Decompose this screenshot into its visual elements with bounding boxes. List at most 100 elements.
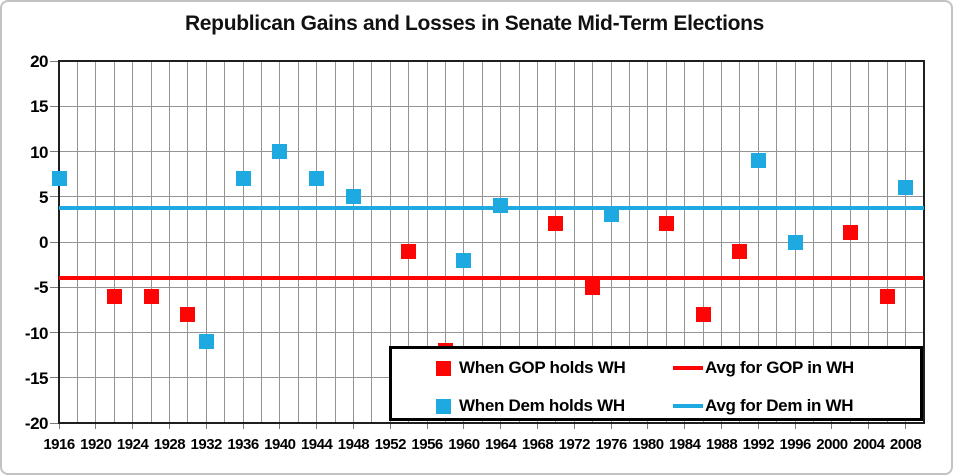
y-tick-label: 10 <box>30 142 48 162</box>
data-point-dem <box>603 207 619 223</box>
x-axis-tick <box>647 423 649 429</box>
x-tick-label: 1924 <box>116 436 149 453</box>
y-axis-tick <box>50 151 59 152</box>
legend-dem-avg-label: Avg for Dem in WH <box>705 396 854 415</box>
x-tick-label: 1928 <box>153 436 186 453</box>
h-gridline <box>59 332 924 333</box>
y-tick-label: 15 <box>30 97 48 117</box>
y-tick-label: -5 <box>33 278 49 298</box>
data-point-gop <box>585 279 601 295</box>
x-axis-tick <box>389 423 391 429</box>
x-tick-label: 1944 <box>300 436 333 453</box>
y-tick-label: -15 <box>24 368 49 388</box>
x-axis-tick <box>905 423 907 429</box>
data-point-gop <box>143 288 159 304</box>
data-point-gop <box>106 288 122 304</box>
data-point-gop <box>180 306 196 322</box>
x-tick-label: 1960 <box>448 436 480 453</box>
h-gridline <box>59 241 924 243</box>
legend-gop-points-label: When GOP holds WH <box>459 358 626 377</box>
x-tick-label: 1916 <box>43 436 75 453</box>
chart-title: Republican Gains and Losses in Senate Mi… <box>184 12 765 35</box>
x-tick-label: 1972 <box>558 436 591 453</box>
x-tick-label: 1984 <box>669 436 701 453</box>
x-tick-label: 2004 <box>853 436 885 453</box>
h-gridline <box>59 196 924 198</box>
data-point-gop <box>842 225 858 241</box>
y-tick-label: 0 <box>39 233 48 252</box>
x-axis-tick <box>684 423 686 429</box>
x-axis-tick <box>205 423 207 429</box>
legend-dem-avg-line-swatch <box>673 404 703 408</box>
data-point-dem <box>51 171 67 187</box>
y-axis-tick <box>50 60 59 62</box>
x-axis-tick <box>721 423 723 429</box>
data-point-gop <box>401 243 417 259</box>
data-point-dem <box>750 153 766 169</box>
avg-line-gop <box>59 276 924 281</box>
x-tick-label: 2000 <box>816 436 848 453</box>
data-point-dem <box>272 144 288 159</box>
x-tick-label: 1996 <box>779 436 811 453</box>
data-point-dem <box>235 171 251 187</box>
x-tick-label: 1948 <box>337 436 370 453</box>
legend-gop-marker-swatch <box>436 361 451 376</box>
x-axis-tick <box>757 423 759 429</box>
data-point-dem <box>345 189 361 205</box>
data-point-dem <box>456 252 472 268</box>
h-gridline <box>59 105 924 107</box>
x-tick-label: 1932 <box>190 436 223 453</box>
x-axis-tick <box>95 423 97 429</box>
x-axis-tick <box>426 423 428 429</box>
y-axis-tick <box>50 241 59 243</box>
x-tick-label: 1952 <box>374 436 407 453</box>
x-axis-tick <box>463 423 465 429</box>
x-axis-tick <box>132 423 134 429</box>
data-point-dem <box>493 198 509 214</box>
y-tick-label: 5 <box>39 187 48 207</box>
x-tick-label: 1992 <box>742 436 775 453</box>
data-point-gop <box>879 288 895 304</box>
x-axis-tick <box>168 423 170 429</box>
data-point-gop <box>658 216 674 232</box>
data-point-dem <box>198 334 214 350</box>
y-axis-tick <box>50 422 59 424</box>
h-gridline <box>59 286 924 288</box>
legend-dem-points-label: When Dem holds WH <box>459 396 625 415</box>
x-axis-tick <box>831 423 833 429</box>
x-axis-tick <box>500 423 502 429</box>
data-point-dem <box>898 180 914 196</box>
plot-border <box>58 60 925 424</box>
x-tick-label: 1964 <box>485 436 517 453</box>
x-tick-label: 1968 <box>521 436 554 453</box>
x-tick-label: 1956 <box>411 436 443 453</box>
x-axis-tick <box>352 423 354 429</box>
x-tick-label: 1988 <box>705 436 738 453</box>
data-point-dem <box>787 234 803 250</box>
y-axis-tick <box>50 286 59 288</box>
x-axis-tick <box>58 423 60 429</box>
x-axis-tick <box>573 423 575 429</box>
data-point-gop <box>548 216 564 232</box>
legend-gop-avg-label: Avg for GOP in WH <box>705 358 854 377</box>
y-tick-label: -10 <box>24 323 49 343</box>
x-tick-label: 1976 <box>595 436 627 453</box>
x-axis-tick <box>279 423 281 429</box>
legend-gop-avg-line-swatch <box>673 366 703 370</box>
x-tick-label: 2008 <box>889 436 922 453</box>
data-point-dem <box>309 171 325 187</box>
x-axis-tick <box>537 423 538 429</box>
y-axis-tick <box>50 196 59 198</box>
y-axis-tick <box>50 377 59 379</box>
legend: When GOP holds WH Avg for GOP in WH When… <box>389 346 923 421</box>
y-axis-tick <box>50 105 59 107</box>
x-tick-label: 1920 <box>80 436 112 453</box>
x-axis-tick <box>794 423 796 429</box>
x-axis-tick <box>868 423 870 429</box>
avg-line-dem <box>59 206 924 211</box>
data-point-gop <box>695 306 711 322</box>
data-point-gop <box>732 243 748 259</box>
x-axis-tick <box>316 423 318 429</box>
x-axis-tick <box>610 423 612 429</box>
